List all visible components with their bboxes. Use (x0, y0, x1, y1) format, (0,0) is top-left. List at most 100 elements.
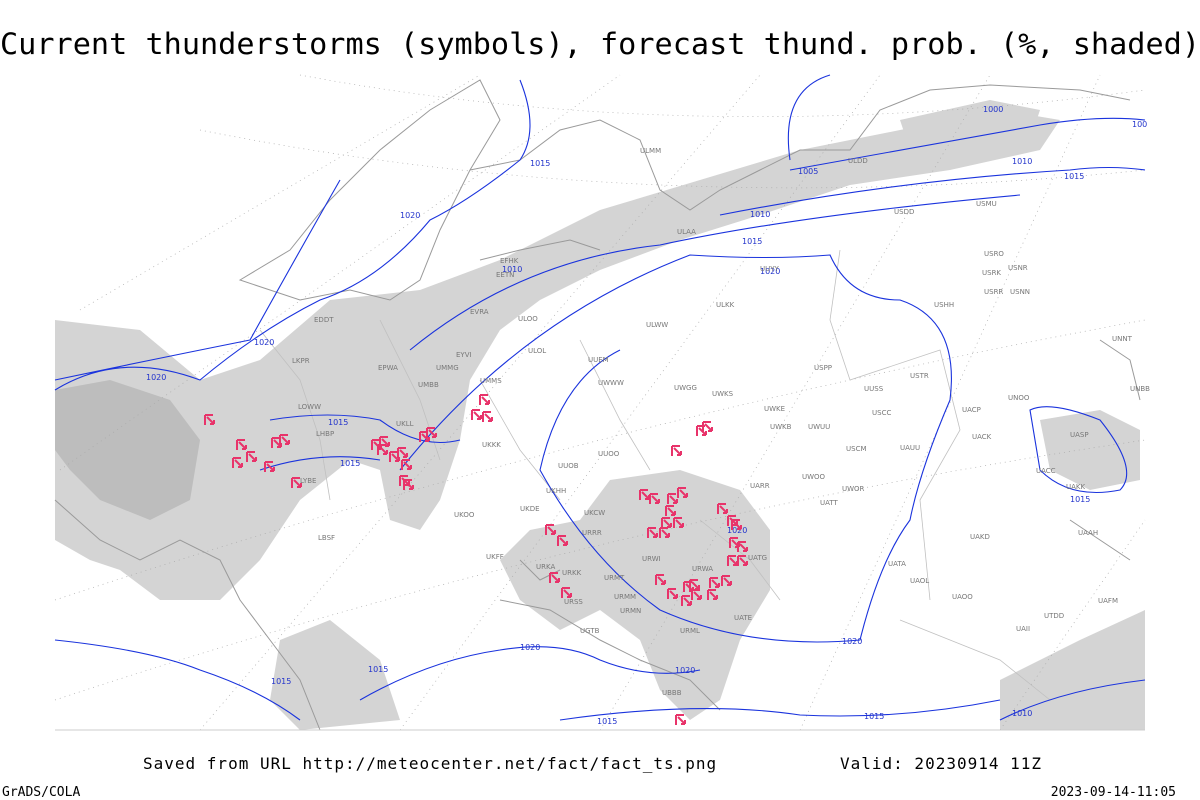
isobar-label: 1020 (520, 643, 540, 652)
isobar-label: 1015 (1070, 495, 1090, 504)
isobar-label: 1010 (502, 265, 522, 274)
station-label: URWA (692, 565, 713, 573)
station-label: ULOL (528, 347, 546, 355)
shaded-area (1000, 610, 1145, 730)
station-label: EDDT (314, 316, 334, 324)
station-label: LKPR (292, 357, 310, 365)
thunderstorm-symbol (399, 475, 410, 486)
station-label: URSS (564, 598, 583, 606)
map-title: Current thunderstorms (symbols), forecas… (0, 27, 1200, 61)
thunderstorm-symbol (665, 505, 676, 516)
thunderstorm-symbol (709, 577, 720, 588)
station-label: UKLL (396, 420, 414, 428)
thunderstorm-symbol (557, 535, 568, 546)
map-area (54, 70, 1146, 731)
thunderstorm-symbol (661, 517, 672, 528)
thunderstorm-symbol (291, 477, 302, 488)
thunderstorm-symbol (729, 537, 740, 548)
shaded-area (55, 380, 200, 520)
thunderstorm-symbol (707, 589, 718, 600)
isobar-label: 1010 (1012, 709, 1032, 718)
station-label: ULKK (716, 301, 735, 309)
isobar-label: 1010 (750, 210, 770, 219)
border (259, 249, 1051, 701)
station-label: UWKS (712, 390, 734, 398)
thunderstorm-symbol (737, 541, 748, 552)
thunderstorm-symbol (717, 503, 728, 514)
station-label: USNR (1008, 264, 1028, 272)
station-label: URMM (614, 593, 636, 601)
isobar-label: 1015 (328, 418, 348, 427)
station-label: UKHH (546, 487, 566, 495)
station-label: UAII (1016, 625, 1030, 633)
station-label: ULWW (646, 321, 668, 329)
station-label: UMMG (436, 364, 459, 372)
isobar-label: 1020 (760, 267, 780, 276)
station-label: UACK (972, 433, 992, 441)
source-url: Saved from URL http://meteocenter.net/fa… (143, 754, 717, 773)
station-label: USCC (872, 409, 891, 417)
thunderstorm-symbol (691, 589, 702, 600)
thunderstorm-symbol (379, 436, 390, 447)
isobar-label: 1015 (597, 717, 617, 726)
thunderstorm-symbol (482, 411, 493, 422)
station-label: UKFF (486, 553, 504, 561)
station-label: EETN (496, 271, 514, 279)
thunderstorm-symbol (671, 445, 682, 456)
station-label: UAAH (1078, 529, 1098, 537)
station-label: UACC (1036, 467, 1056, 475)
station-label: URMN (620, 607, 641, 615)
isobar-label: 1020 (400, 211, 420, 220)
isobar-label: 100 (1132, 120, 1147, 129)
thunderstorm-symbol (401, 459, 412, 470)
station-label: UMMS (480, 377, 502, 385)
isobar-label: 1015 (271, 677, 291, 686)
thunderstorm-symbols (204, 394, 748, 725)
station-label: UASP (1070, 431, 1089, 439)
thunderstorm-symbol (721, 575, 732, 586)
isobar-label: 1005 (798, 167, 818, 176)
station-label: USRO (984, 250, 1004, 258)
thunderstorm-symbol (479, 394, 490, 405)
station-label: EYVI (456, 351, 472, 359)
thunderstorm-symbol (689, 579, 700, 590)
shaded-area (900, 100, 1040, 150)
software-credit: GrADS/COLA (2, 785, 80, 800)
shaded-area (270, 620, 400, 730)
thunderstorm-symbol (675, 714, 686, 725)
station-label: UKOO (454, 511, 475, 519)
station-label: UKCW (584, 509, 605, 517)
station-label: URML (680, 627, 700, 635)
thunderstorm-symbol (673, 517, 684, 528)
map-labels: 1000 1005 1010 1015 1010 1015 1020 1020 1015 1010… (146, 105, 1150, 726)
station-label: UAFM (1098, 597, 1118, 605)
station-label: UUSS (864, 385, 884, 393)
thunderstorm-symbol (655, 574, 666, 585)
thunderstorm-symbol (246, 451, 257, 462)
isobar-label: 1020 (842, 637, 862, 646)
isobar-label: 1015 (864, 712, 884, 721)
station-label: LOWW (298, 403, 321, 411)
thunderstorm-symbol (279, 434, 290, 445)
station-label: UBBB (662, 689, 682, 697)
thunderstorm-symbol (649, 493, 660, 504)
station-label: UWKB (770, 423, 792, 431)
isobar-label: 1015 (340, 459, 360, 468)
station-label: URMT (604, 574, 625, 582)
station-label: EFHK (500, 257, 519, 265)
station-label: URKK (562, 569, 582, 577)
station-label: UATA (888, 560, 906, 568)
station-label: ULAA (677, 228, 696, 236)
isobar-label: 1020 (254, 338, 274, 347)
station-label: UNBB (1130, 385, 1150, 393)
station-label: UATT (820, 499, 839, 507)
station-label: UAUU (900, 444, 920, 452)
station-label: USMU (976, 200, 997, 208)
thunderstorm-symbol (647, 527, 658, 538)
station-label: USRR (984, 288, 1003, 296)
thunderstorm-symbol (667, 493, 678, 504)
valid-time: Valid: 20230914 11Z (840, 754, 1042, 773)
station-label: UUOB (558, 462, 579, 470)
station-label: LYBE (300, 477, 316, 485)
station-label: UUEM (588, 356, 609, 364)
